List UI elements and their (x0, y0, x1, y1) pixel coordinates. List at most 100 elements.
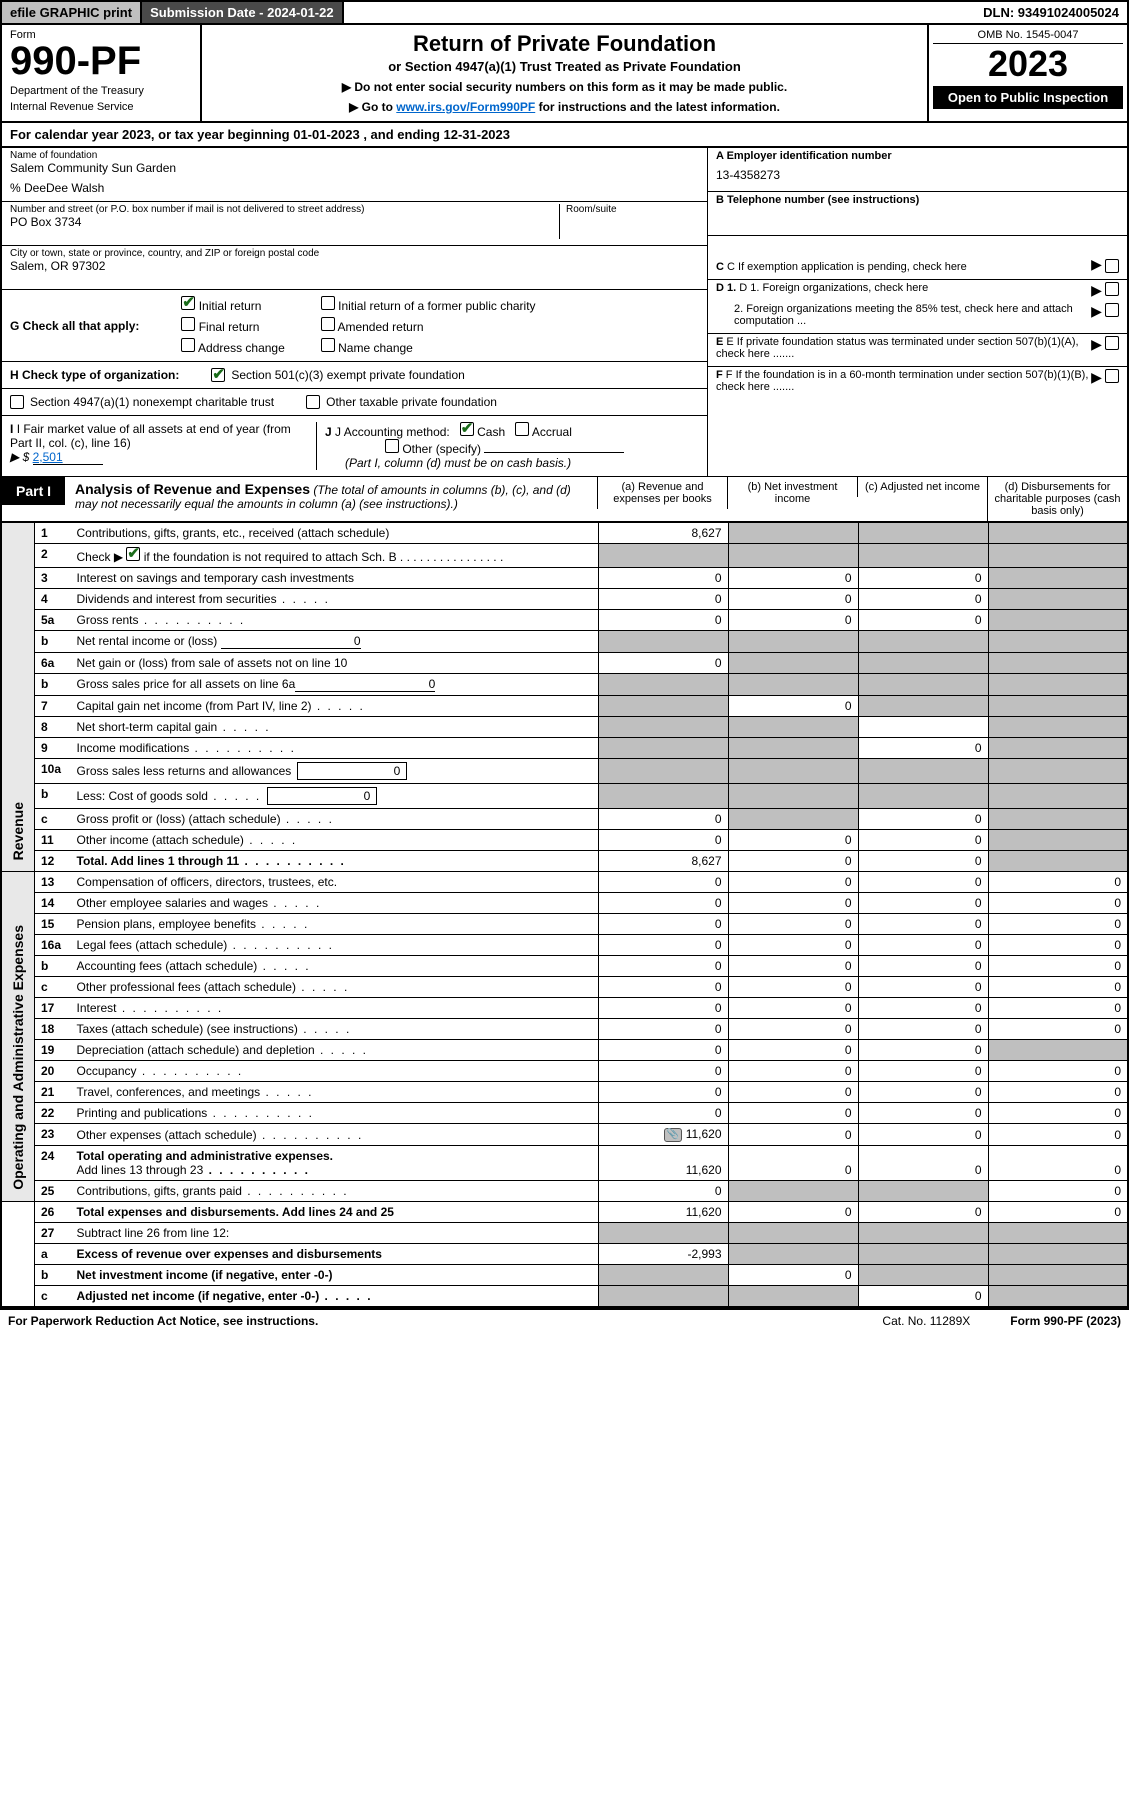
h-4947: Section 4947(a)(1) nonexempt charitable … (30, 395, 274, 409)
e-cell: E E If private foundation status was ter… (708, 334, 1127, 367)
table-row: 9 Income modifications 0 (1, 738, 1128, 759)
entity-info: Name of foundation Salem Community Sun G… (0, 148, 1129, 476)
g-final: Final return (199, 320, 260, 334)
checkbox-accrual[interactable] (515, 422, 529, 436)
table-row: 6a Net gain or (loss) from sale of asset… (1, 653, 1128, 674)
g-address: Address change (198, 341, 285, 355)
checkbox-f[interactable] (1105, 369, 1119, 383)
part1-badge: Part I (2, 477, 65, 505)
b-cell: B Telephone number (see instructions) (708, 192, 1127, 236)
footer-left: For Paperwork Reduction Act Notice, see … (8, 1314, 318, 1328)
checkbox-amended[interactable] (321, 317, 335, 331)
col-d-head: (d) Disbursements for charitable purpose… (987, 477, 1127, 521)
address-cell: Number and street (or P.O. box number if… (2, 202, 707, 246)
table-row: 26 Total expenses and disbursements. Add… (1, 1201, 1128, 1222)
entity-right: A Employer identification number 13-4358… (707, 148, 1127, 476)
revenue-label: Revenue (8, 794, 28, 868)
form-link[interactable]: www.irs.gov/Form990PF (396, 100, 535, 114)
a-cell: A Employer identification number 13-4358… (708, 148, 1127, 192)
topbar: efile GRAPHIC print Submission Date - 20… (0, 0, 1129, 25)
j-note: (Part I, column (d) must be on cash basi… (345, 456, 571, 470)
header-right: OMB No. 1545-0047 2023 Open to Public In… (927, 25, 1127, 121)
table-row: 11 Other income (attach schedule) 000 (1, 830, 1128, 851)
checkbox-501c3[interactable] (211, 368, 225, 382)
efile-print-button[interactable]: efile GRAPHIC print (2, 2, 142, 23)
row-desc: Interest on savings and temporary cash i… (71, 568, 599, 589)
table-row: 14Other employee salaries and wages 0000 (1, 893, 1128, 914)
checkbox-other-method[interactable] (385, 439, 399, 453)
part1-table: Revenue 1 Contributions, gifts, grants, … (0, 523, 1129, 1308)
j-label: J Accounting method: (335, 425, 450, 439)
city-cell: City or town, state or province, country… (2, 246, 707, 290)
table-row: 5a Gross rents 000 (1, 610, 1128, 631)
checkbox-name-change[interactable] (321, 338, 335, 352)
d-cell: D 1. D 1. Foreign organizations, check h… (708, 280, 1127, 334)
checkbox-sch-b[interactable] (126, 547, 140, 561)
h-label: H Check type of organization: (10, 368, 179, 382)
checkbox-cash[interactable] (460, 422, 474, 436)
attachment-icon[interactable]: 📎 (664, 1128, 682, 1142)
checkbox-e[interactable] (1105, 336, 1119, 350)
header-center: Return of Private Foundation or Section … (202, 25, 927, 121)
checkbox-initial-return[interactable] (181, 296, 195, 310)
a-label: A Employer identification number (716, 150, 892, 162)
foundation-name: Salem Community Sun Garden (10, 161, 699, 175)
omb-number: OMB No. 1545-0047 (933, 29, 1123, 44)
checkbox-final-return[interactable] (181, 317, 195, 331)
table-row: 23Other expenses (attach schedule) 📎11,6… (1, 1124, 1128, 1146)
entity-left: Name of foundation Salem Community Sun G… (2, 148, 707, 476)
section-h-2: Section 4947(a)(1) nonexempt charitable … (2, 389, 707, 416)
footer-mid: Cat. No. 11289X (882, 1314, 970, 1328)
h-501c3: Section 501(c)(3) exempt private foundat… (231, 368, 464, 382)
checkbox-4947[interactable] (10, 395, 24, 409)
checkbox-d2[interactable] (1105, 303, 1119, 317)
checkbox-other-taxable[interactable] (306, 395, 320, 409)
footer-right: Form 990-PF (2023) (1010, 1314, 1121, 1328)
form-number: 990-PF (10, 41, 192, 81)
checkbox-d1[interactable] (1105, 282, 1119, 296)
calendar-year-row: For calendar year 2023, or tax year begi… (0, 123, 1129, 148)
care-of: % DeeDee Walsh (10, 181, 699, 195)
g-name: Name change (338, 341, 413, 355)
col-c-head: (c) Adjusted net income (857, 477, 987, 497)
form-subtitle: or Section 4947(a)(1) Trust Treated as P… (214, 59, 915, 74)
table-row: 27Subtract line 26 from line 12: (1, 1222, 1128, 1243)
f-cell: F F If the foundation is in a 60-month t… (708, 367, 1127, 423)
table-row: 3 Interest on savings and temporary cash… (1, 568, 1128, 589)
g-initial: Initial return (199, 299, 262, 313)
f-label: F If the foundation is in a 60-month ter… (716, 369, 1088, 393)
table-row: 22Printing and publications 0000 (1, 1103, 1128, 1124)
row-val-a: 8,627 (598, 523, 728, 544)
g-initial-former: Initial return of a former public charit… (338, 299, 535, 313)
room-label: Room/suite (566, 204, 699, 215)
arrow-icon: ▶ (1091, 256, 1102, 273)
table-row: 8 Net short-term capital gain (1, 717, 1128, 738)
table-row: aExcess of revenue over expenses and dis… (1, 1243, 1128, 1264)
g-amended: Amended return (337, 320, 423, 334)
b-label: B Telephone number (see instructions) (716, 194, 919, 206)
part1-header: Part I Analysis of Revenue and Expenses … (0, 476, 1129, 523)
name-cell: Name of foundation Salem Community Sun G… (2, 148, 707, 202)
table-row: 21Travel, conferences, and meetings 0000 (1, 1082, 1128, 1103)
j-cash: Cash (477, 425, 505, 439)
table-row: c Gross profit or (loss) (attach schedul… (1, 809, 1128, 830)
checkbox-initial-former[interactable] (321, 296, 335, 310)
table-row: Revenue 1 Contributions, gifts, grants, … (1, 523, 1128, 544)
part1-title: Analysis of Revenue and Expenses (The to… (65, 477, 597, 515)
expenses-label: Operating and Administrative Expenses (8, 917, 28, 1198)
table-row: Operating and Administrative Expenses 13… (1, 872, 1128, 893)
dln: DLN: 93491024005024 (975, 2, 1127, 23)
checkbox-c[interactable] (1105, 259, 1119, 273)
submission-date: Submission Date - 2024-01-22 (142, 2, 344, 23)
d2-label: 2. Foreign organizations meeting the 85%… (716, 303, 1091, 327)
table-row: 17Interest 0000 (1, 998, 1128, 1019)
table-row: 16aLegal fees (attach schedule) 0000 (1, 935, 1128, 956)
row-num: 3 (35, 568, 71, 589)
col-b-head: (b) Net investment income (727, 477, 857, 509)
table-row: 18Taxes (attach schedule) (see instructi… (1, 1019, 1128, 1040)
checkbox-address-change[interactable] (181, 338, 195, 352)
section-g: G Check all that apply: Initial return F… (2, 290, 707, 362)
i-value[interactable]: 2,501 (33, 450, 103, 465)
open-inspection: Open to Public Inspection (933, 86, 1123, 109)
j-other: Other (specify) (402, 442, 481, 456)
